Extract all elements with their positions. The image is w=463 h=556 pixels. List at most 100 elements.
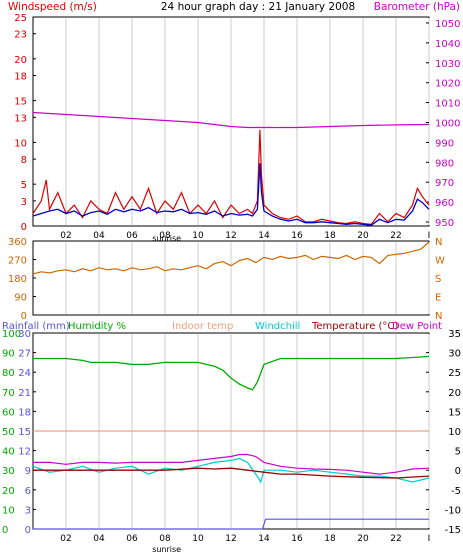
y-tick-label: 5 — [21, 180, 27, 191]
legend-windchill: Windchill — [255, 321, 300, 332]
rainfall-tick-label: 18 — [18, 407, 31, 418]
humidity-tick-label: 30 — [2, 466, 15, 477]
compass-label: S — [435, 274, 441, 285]
barometer-axis-label: Barometer (hPa) — [374, 1, 460, 13]
temperature-tick-label: 30 — [448, 349, 461, 360]
y2-tick-label: 1020 — [435, 79, 460, 90]
temperature-tick-label: 5 — [455, 447, 461, 458]
sunrise-label: sunrise — [152, 234, 181, 243]
x-tick-label: 18 — [324, 534, 336, 544]
x-tick-label: 14 — [258, 231, 270, 241]
y-tick-label: 15 — [14, 97, 27, 108]
direction-tick-label: 0 — [21, 311, 27, 322]
y2-tick-label: 1000 — [435, 118, 460, 129]
y-tick-label: 10 — [14, 138, 27, 149]
axis-labels: 0202040406060808101012121414161618182020… — [2, 13, 461, 554]
rainfall-tick-label: 3 — [25, 505, 31, 516]
humidity-tick-label: 20 — [2, 486, 15, 497]
series-wind-direction — [32, 241, 430, 275]
x-tick-label: 02 — [60, 231, 71, 241]
x-tick-label: 08 — [159, 534, 171, 544]
page-title: 24 hour graph day : 21 January 2008 — [161, 1, 355, 13]
y-tick-label: 13 — [14, 113, 27, 124]
y-tick-label: 20 — [14, 55, 27, 66]
x-tick-label: 16 — [291, 534, 303, 544]
rainfall-tick-label: 27 — [18, 349, 31, 360]
x-tick-label: 20 — [357, 231, 369, 241]
legend-rainfall: Rainfall (mm) — [2, 321, 70, 332]
series-layer — [32, 111, 430, 530]
series-temperature — [33, 467, 430, 479]
humidity-tick-label: 70 — [2, 388, 15, 399]
rainfall-tick-label: 24 — [18, 368, 31, 379]
y2-tick-label: 950 — [435, 218, 454, 229]
y-tick-label: 3 — [21, 197, 27, 208]
temperature-tick-label: -5 — [451, 486, 461, 497]
compass-label: N — [435, 311, 442, 322]
y2-tick-label: 960 — [435, 198, 454, 209]
rainfall-tick-label: 6 — [25, 486, 31, 497]
x-tick-label: 08 — [159, 231, 171, 241]
rainfall-tick-label: 0 — [25, 525, 31, 536]
series-barometer — [32, 111, 430, 129]
y2-tick-label: 1040 — [435, 39, 460, 50]
direction-tick-label: 360 — [8, 237, 27, 248]
x-tick-label: I — [428, 534, 431, 544]
y-tick-label: 23 — [14, 30, 27, 41]
direction-tick-label: 270 — [8, 256, 27, 267]
temperature-tick-label: 0 — [455, 466, 461, 477]
legend-temperature: Temperature (°C) — [311, 321, 398, 332]
temperature-tick-label: 20 — [448, 388, 461, 399]
compass-label: W — [435, 256, 445, 267]
windspeed-axis-label: Windspeed (m/s) — [8, 1, 97, 13]
temperature-tick-label: 25 — [448, 368, 461, 379]
x-tick-label: 10 — [192, 534, 204, 544]
sunrise-label: sunrise — [152, 545, 181, 554]
rainfall-tick-label: 30 — [18, 329, 31, 340]
legend-dew-point: Dew Point — [392, 321, 442, 332]
humidity-tick-label: 60 — [2, 407, 15, 418]
temperature-tick-label: 15 — [448, 407, 461, 418]
series-wind-average — [32, 163, 430, 226]
rainfall-tick-label: 9 — [25, 466, 31, 477]
rainfall-tick-label: 12 — [18, 447, 31, 458]
humidity-tick-label: 0 — [2, 525, 8, 536]
direction-tick-label: 90 — [14, 293, 27, 304]
y-tick-label: 18 — [14, 72, 27, 83]
humidity-tick-label: 90 — [2, 349, 15, 360]
series-humidity — [33, 355, 430, 391]
legend-indoor-temp: Indoor temp — [172, 321, 233, 332]
y-tick-label: 25 — [14, 13, 27, 24]
y2-tick-label: 1030 — [435, 59, 460, 70]
series-rainfall — [33, 518, 429, 530]
humidity-tick-label: 50 — [2, 427, 15, 438]
x-tick-label: 20 — [357, 534, 369, 544]
x-tick-label: 02 — [60, 534, 71, 544]
x-tick-label: 10 — [192, 231, 204, 241]
y2-tick-label: 970 — [435, 178, 454, 189]
temperature-tick-label: -15 — [445, 525, 461, 536]
x-tick-label: 06 — [126, 231, 138, 241]
temperature-tick-label: 35 — [448, 329, 461, 340]
x-tick-label: 18 — [324, 231, 336, 241]
rainfall-tick-label: 15 — [18, 427, 31, 438]
x-tick-label: 22 — [390, 534, 401, 544]
temperature-tick-label: 10 — [448, 427, 461, 438]
y2-tick-label: 990 — [435, 138, 454, 149]
x-tick-label: 16 — [291, 231, 303, 241]
x-tick-label: 12 — [225, 231, 236, 241]
y2-tick-label: 1050 — [435, 19, 460, 30]
compass-label: E — [435, 293, 441, 304]
x-tick-label: 04 — [93, 231, 105, 241]
legend-humidity: Humidity % — [68, 321, 126, 332]
series-dew-point — [33, 453, 430, 475]
humidity-tick-label: 80 — [2, 368, 15, 379]
x-tick-label: 04 — [93, 534, 105, 544]
y2-tick-label: 1010 — [435, 99, 460, 110]
x-tick-label: 06 — [126, 534, 138, 544]
y-tick-label: 8 — [21, 155, 27, 166]
x-tick-label: I — [428, 231, 431, 241]
direction-tick-label: 180 — [8, 274, 27, 285]
humidity-tick-label: 100 — [2, 329, 21, 340]
